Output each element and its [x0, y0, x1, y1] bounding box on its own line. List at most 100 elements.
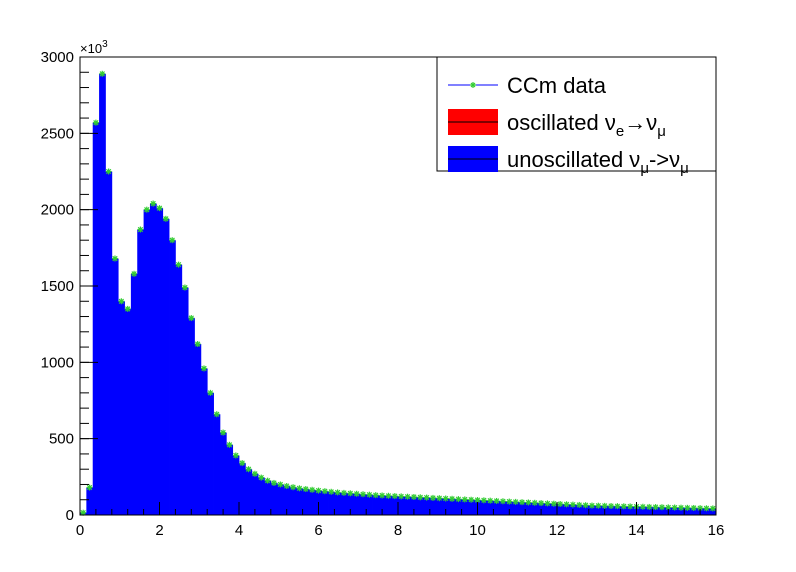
histogram-bar-1-69: [518, 502, 526, 515]
histogram-bar-1-50: [398, 496, 405, 515]
histogram-bar-1-25: [239, 463, 246, 515]
data-marker-19: [201, 365, 208, 372]
histogram-bar-1-32: [283, 485, 291, 515]
data-marker-78: [576, 501, 583, 508]
histogram-bar-1-19: [200, 368, 208, 515]
data-marker-9: [137, 226, 144, 233]
data-marker-68: [512, 498, 519, 505]
data-marker-82: [601, 502, 608, 509]
histogram-bar-1-80: [588, 505, 596, 515]
histogram-bar-1-94: [677, 507, 685, 515]
data-marker-45: [366, 491, 373, 498]
histogram-bar-1-13: [162, 218, 170, 515]
x-tick-label-7: 14: [628, 522, 645, 539]
data-marker-42: [347, 490, 354, 497]
data-marker-25: [239, 460, 246, 467]
histogram-bar-1-79: [582, 505, 590, 515]
histogram-bar-1-24: [232, 455, 240, 515]
data-marker-63: [480, 497, 487, 504]
histogram-bar-1-98: [703, 508, 711, 515]
data-marker-43: [353, 490, 360, 497]
data-marker-51: [404, 493, 411, 500]
histogram-bar-1-22: [219, 432, 227, 515]
histogram-bar-1-86: [626, 506, 634, 515]
data-marker-15: [175, 261, 182, 268]
histogram-bar-1-2: [92, 122, 100, 515]
data-marker-33: [290, 484, 297, 491]
histogram-bar-1-17: [188, 318, 195, 515]
data-marker-83: [608, 502, 615, 509]
histogram-bar-1-81: [595, 505, 602, 515]
data-marker-56: [436, 495, 443, 502]
histogram-bar-1-36: [308, 489, 316, 515]
data-marker-47: [379, 492, 386, 499]
data-marker-48: [385, 492, 392, 499]
histogram-bar-1-59: [455, 499, 462, 515]
data-marker-55: [429, 494, 436, 501]
data-marker-99: [709, 505, 716, 512]
histogram-bar-1-66: [499, 501, 507, 515]
x-tick-label-3: 6: [314, 522, 322, 539]
x-tick-label-5: 10: [469, 522, 486, 539]
data-marker-12: [156, 205, 163, 212]
histogram-bar-1-63: [480, 500, 488, 515]
data-marker-61: [468, 496, 475, 503]
data-marker-20: [207, 389, 214, 396]
histogram-bar-1-90: [652, 507, 660, 515]
data-marker-67: [506, 498, 513, 505]
data-marker-23: [226, 441, 233, 448]
histogram-bar-1-14: [169, 240, 176, 515]
histogram-bar-1-18: [194, 344, 202, 515]
data-marker-27: [251, 470, 258, 477]
data-marker-50: [398, 493, 405, 500]
histogram-bar-1-43: [353, 493, 361, 515]
data-marker-17: [188, 315, 195, 322]
histogram-bar-1-57: [442, 498, 450, 515]
data-marker-58: [449, 495, 456, 502]
data-marker-71: [531, 499, 538, 506]
histogram-bar-1-21: [213, 414, 221, 515]
data-marker-10: [143, 206, 150, 213]
histogram-bar-1-45: [366, 494, 373, 515]
histogram-bar-1-38: [321, 491, 329, 515]
data-marker-64: [487, 497, 494, 504]
y-tick-label-2: 1000: [41, 354, 74, 371]
histogram-bar-1-61: [467, 499, 475, 515]
data-marker-14: [169, 237, 176, 244]
histogram-bar-1-89: [646, 506, 653, 515]
data-marker-31: [277, 481, 284, 488]
histogram-bar-1-70: [525, 502, 532, 515]
histogram-bar-1-9: [137, 229, 144, 515]
histogram-bar-1-58: [448, 498, 456, 515]
data-marker-89: [646, 503, 653, 510]
data-marker-76: [563, 501, 570, 508]
histogram-bar-1-34: [296, 488, 303, 515]
data-marker-75: [557, 501, 564, 508]
data-marker-65: [493, 497, 500, 504]
data-marker-35: [302, 486, 309, 493]
data-marker-85: [620, 503, 627, 510]
data-marker-73: [544, 500, 551, 507]
data-marker-29: [264, 477, 271, 484]
histogram-bar-1-1: [86, 487, 94, 515]
data-marker-28: [258, 474, 265, 481]
y-tick-label-3: 1500: [41, 278, 74, 295]
histogram-bar-1-40: [334, 492, 342, 515]
histogram-bar-1-65: [493, 500, 501, 515]
data-marker-66: [499, 498, 506, 505]
histogram-bar-1-48: [385, 495, 393, 515]
data-marker-8: [131, 270, 138, 277]
histogram-bar-1-75: [557, 504, 564, 515]
histogram-bar-1-73: [544, 503, 552, 515]
histogram-bar-1-99: [709, 508, 717, 515]
histogram-bar-1-30: [270, 482, 278, 515]
data-marker-18: [194, 341, 201, 348]
histogram-bar-1-39: [328, 491, 335, 515]
data-marker-37: [315, 487, 322, 494]
histogram-bar-1-85: [620, 506, 628, 515]
histogram-bar-1-52: [410, 496, 418, 515]
data-marker-26: [245, 466, 252, 473]
data-marker-7: [124, 305, 131, 312]
data-marker-86: [627, 503, 634, 510]
